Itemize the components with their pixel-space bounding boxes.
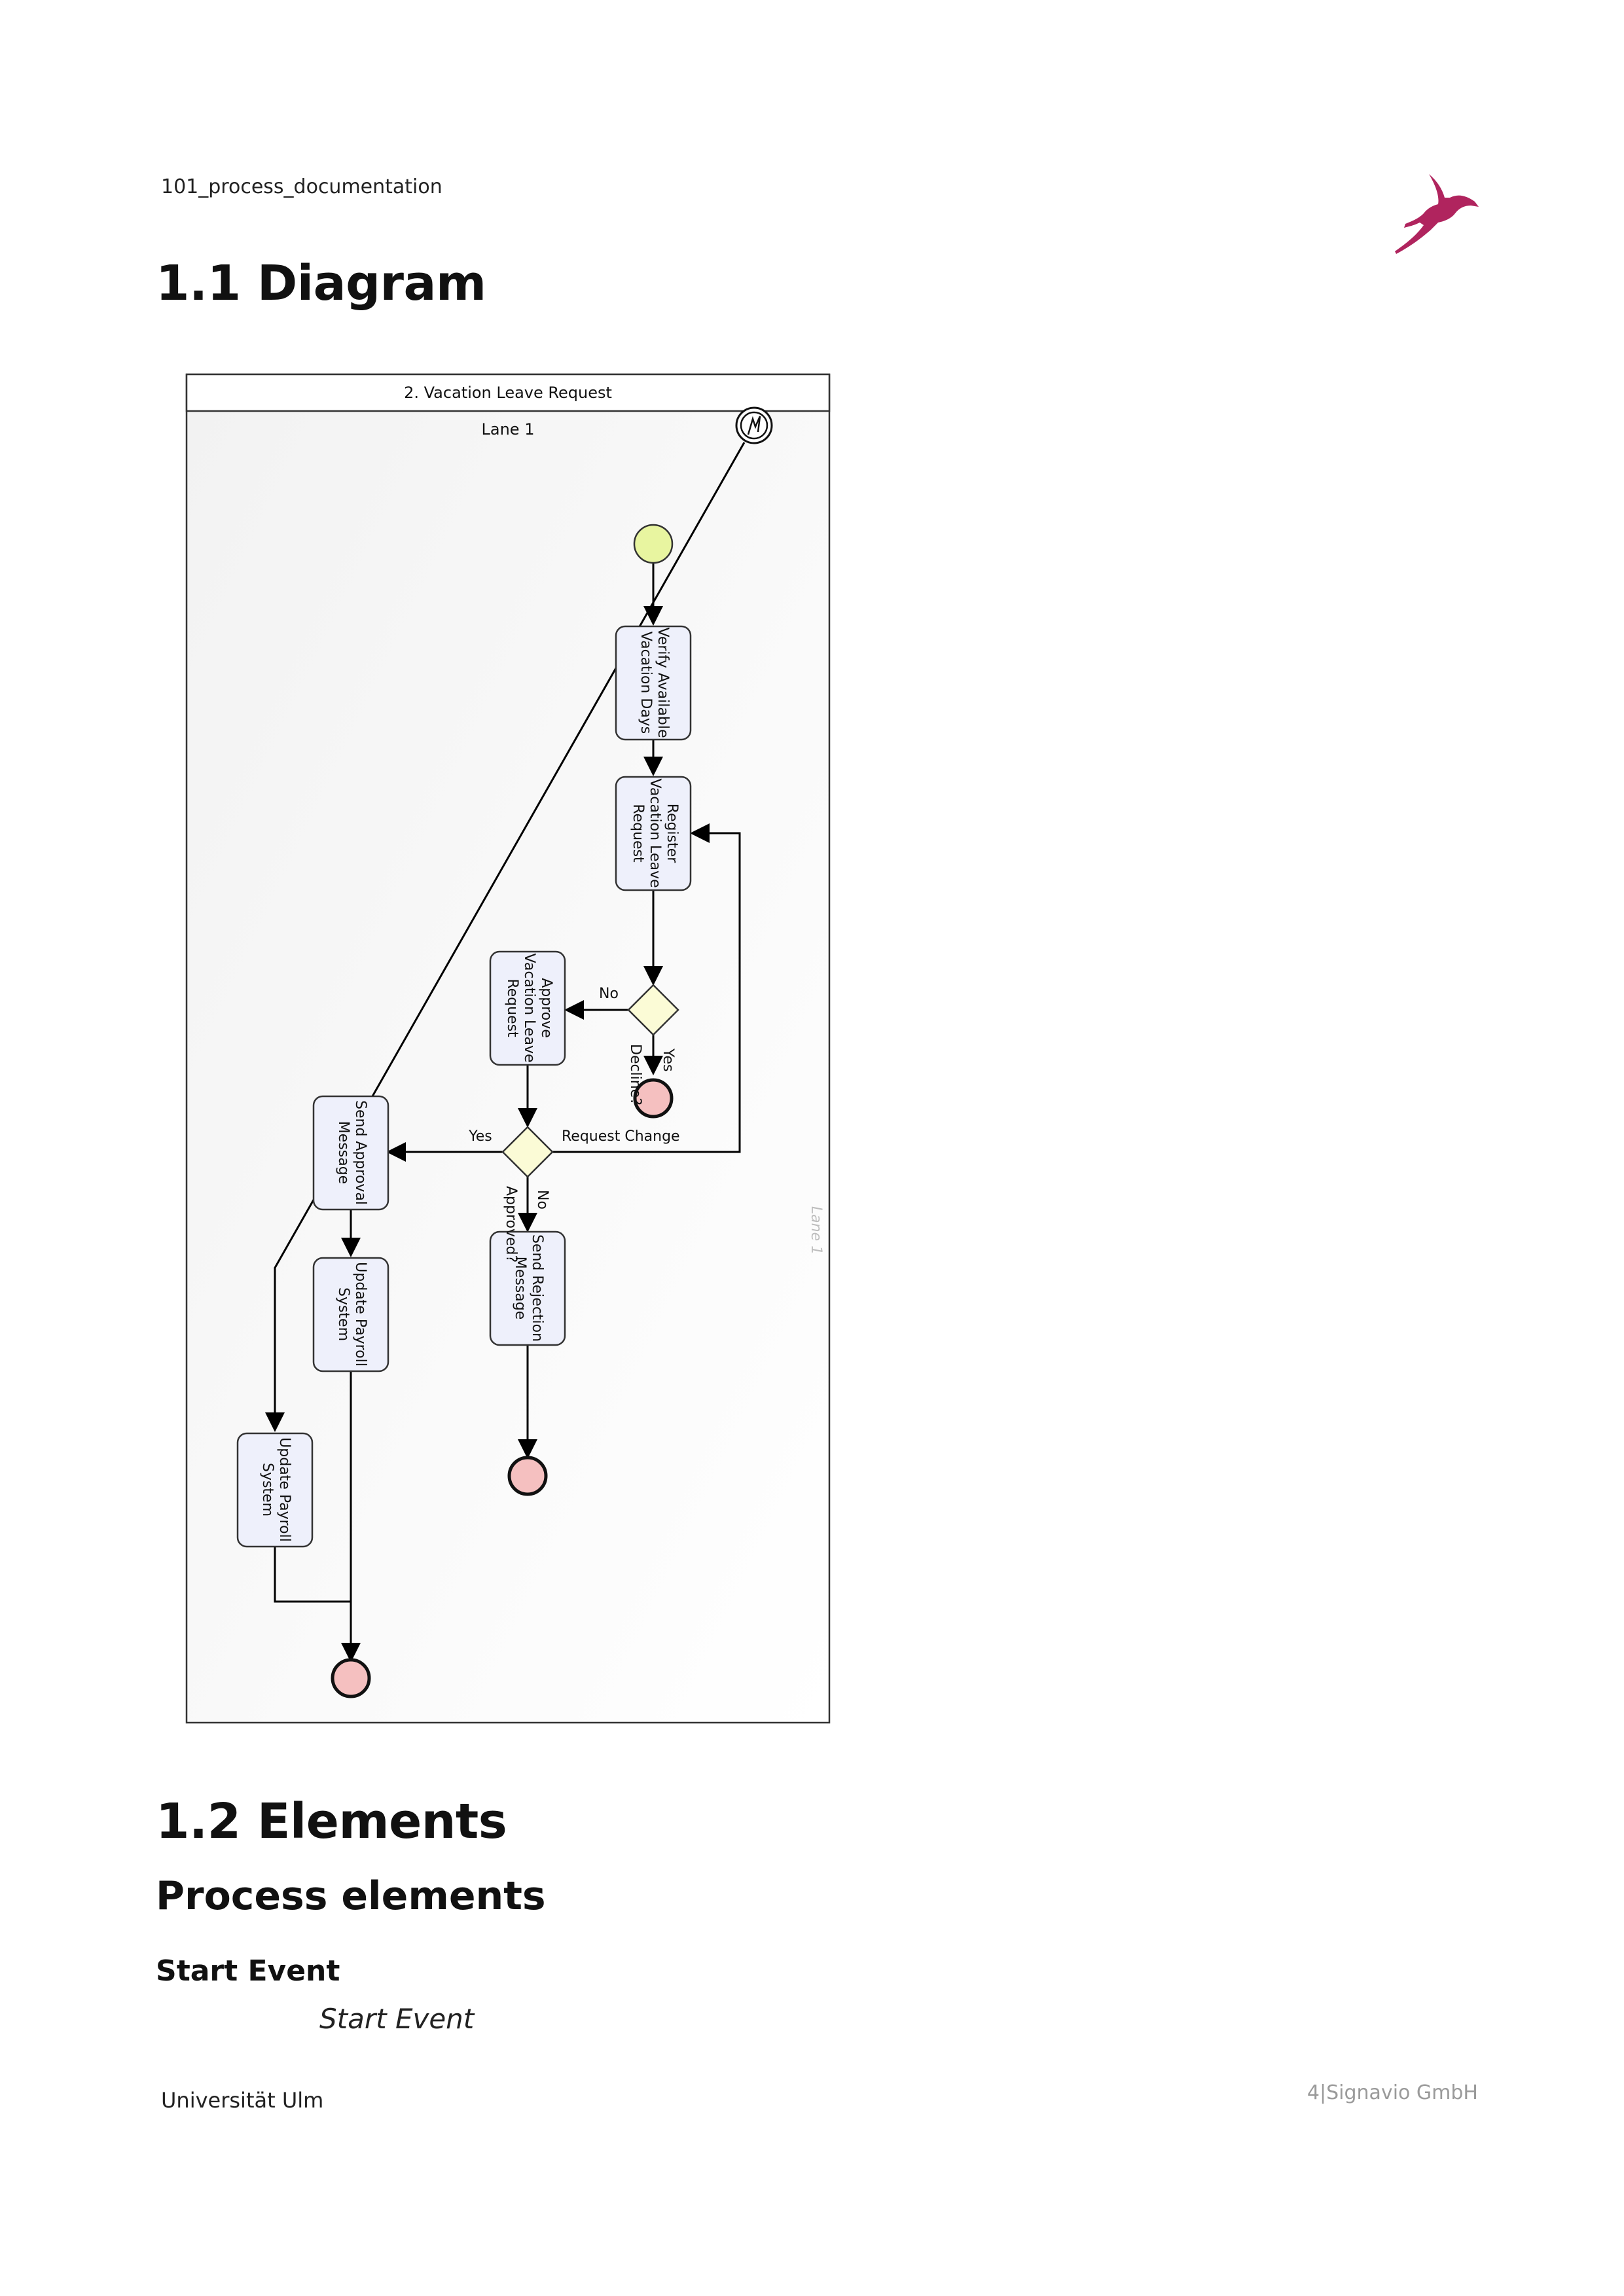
- end-event-rejected: [507, 1456, 548, 1496]
- task-label: Verify Available: [655, 628, 671, 738]
- sequence-flows: [265, 442, 746, 1662]
- end-event-declined: [633, 1078, 674, 1119]
- gateway-decline: [627, 984, 679, 1036]
- gazelle-logo-icon: [1395, 174, 1479, 254]
- pool-title: 2. Vacation Leave Request: [404, 384, 612, 402]
- task-label: Update Payroll: [352, 1262, 369, 1367]
- task-update-payroll-system-1: Update Payroll System: [312, 1257, 389, 1372]
- task-update-payroll-system-2: Update Payroll System: [236, 1432, 314, 1548]
- start-event: [633, 524, 674, 564]
- bpmn-diagram: 2. Vacation Leave Request Lane 1 Lane 1 …: [185, 373, 831, 1724]
- flow-label-approved-no: No: [534, 1190, 550, 1210]
- signal-end-event: [735, 406, 773, 444]
- footer-organization: Universität Ulm: [161, 2088, 324, 2113]
- task-send-rejection-message: Send Rejection Message: [489, 1230, 566, 1346]
- task-label: Request: [504, 978, 520, 1037]
- task-label: Vacation Leave: [647, 779, 663, 888]
- task-verify-available-vacation-days: Verify Available Vacation Days: [615, 625, 692, 741]
- gateway-approved: [501, 1126, 554, 1178]
- task-approve-vacation-leave-request: Approve Vacation Leave Request: [489, 950, 566, 1066]
- task-label: Send Approval: [352, 1100, 369, 1205]
- footer-page-info: 4|Signavio GmbH: [1307, 2081, 1478, 2104]
- process-elements-title: Process elements: [156, 1873, 546, 1919]
- flow-label-request-change: Request Change: [562, 1128, 680, 1145]
- document-id: 101_process_documentation: [161, 175, 442, 198]
- flow-signal-to-payroll2: [265, 442, 746, 1432]
- task-label: Send Rejection: [529, 1234, 545, 1342]
- flow-payroll2-merge: [274, 1547, 351, 1603]
- gateway-label-decline: Decline?: [627, 1044, 643, 1105]
- task-label: Request: [630, 804, 646, 863]
- gateway-label-approved: Approved?: [503, 1186, 519, 1263]
- task-label: System: [335, 1287, 352, 1341]
- lane-title: Lane 1: [482, 420, 535, 439]
- task-send-approval-message: Send Approval Message: [312, 1095, 389, 1211]
- task-label: Vacation Leave: [521, 954, 537, 1063]
- task-label: Approve: [538, 978, 554, 1038]
- task-register-vacation-leave-request: Register Vacation Leave Request: [615, 776, 692, 891]
- elements-section-title: 1.2 Elements: [156, 1793, 507, 1850]
- flow-label-decline-yes: Yes: [660, 1048, 676, 1072]
- task-label: Register: [664, 804, 680, 864]
- flow-label-approved-yes: Yes: [468, 1128, 492, 1145]
- end-event-approved: [331, 1658, 371, 1698]
- task-label: Message: [512, 1257, 528, 1319]
- task-label: Message: [335, 1121, 352, 1184]
- task-label: System: [259, 1463, 276, 1516]
- flow-request-change: [552, 823, 741, 1153]
- diagram-section-title: 1.1 Diagram: [156, 255, 486, 312]
- task-label: Update Payroll: [276, 1437, 293, 1542]
- lane-side-label: Lane 1: [808, 1206, 824, 1255]
- start-event-heading: Start Event: [156, 1954, 340, 1988]
- flow-label-decline-no: No: [599, 986, 619, 1002]
- task-label: Vacation Days: [638, 632, 654, 734]
- start-event-label: Start Event: [319, 2003, 475, 2035]
